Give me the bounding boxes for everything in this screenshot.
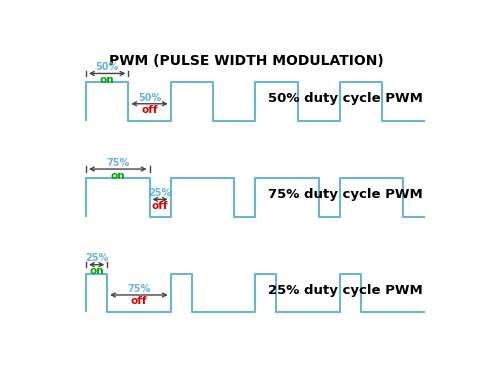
Text: 25%: 25%: [85, 253, 108, 263]
Text: 50% duty cycle PWM: 50% duty cycle PWM: [268, 92, 423, 106]
Text: 25%: 25%: [148, 188, 172, 198]
Text: on: on: [89, 266, 104, 276]
Text: 50%: 50%: [138, 93, 161, 102]
Text: on: on: [100, 75, 115, 85]
Text: on: on: [110, 171, 125, 180]
Text: 25% duty cycle PWM: 25% duty cycle PWM: [268, 284, 423, 296]
Text: 75%: 75%: [127, 284, 151, 294]
Text: 75% duty cycle PWM: 75% duty cycle PWM: [268, 188, 423, 201]
Text: PWM (PULSE WIDTH MODULATION): PWM (PULSE WIDTH MODULATION): [108, 54, 384, 68]
Text: off: off: [141, 105, 158, 115]
Text: 75%: 75%: [106, 158, 130, 168]
Text: off: off: [131, 296, 147, 307]
Text: 50%: 50%: [96, 62, 119, 72]
Text: off: off: [152, 201, 168, 211]
